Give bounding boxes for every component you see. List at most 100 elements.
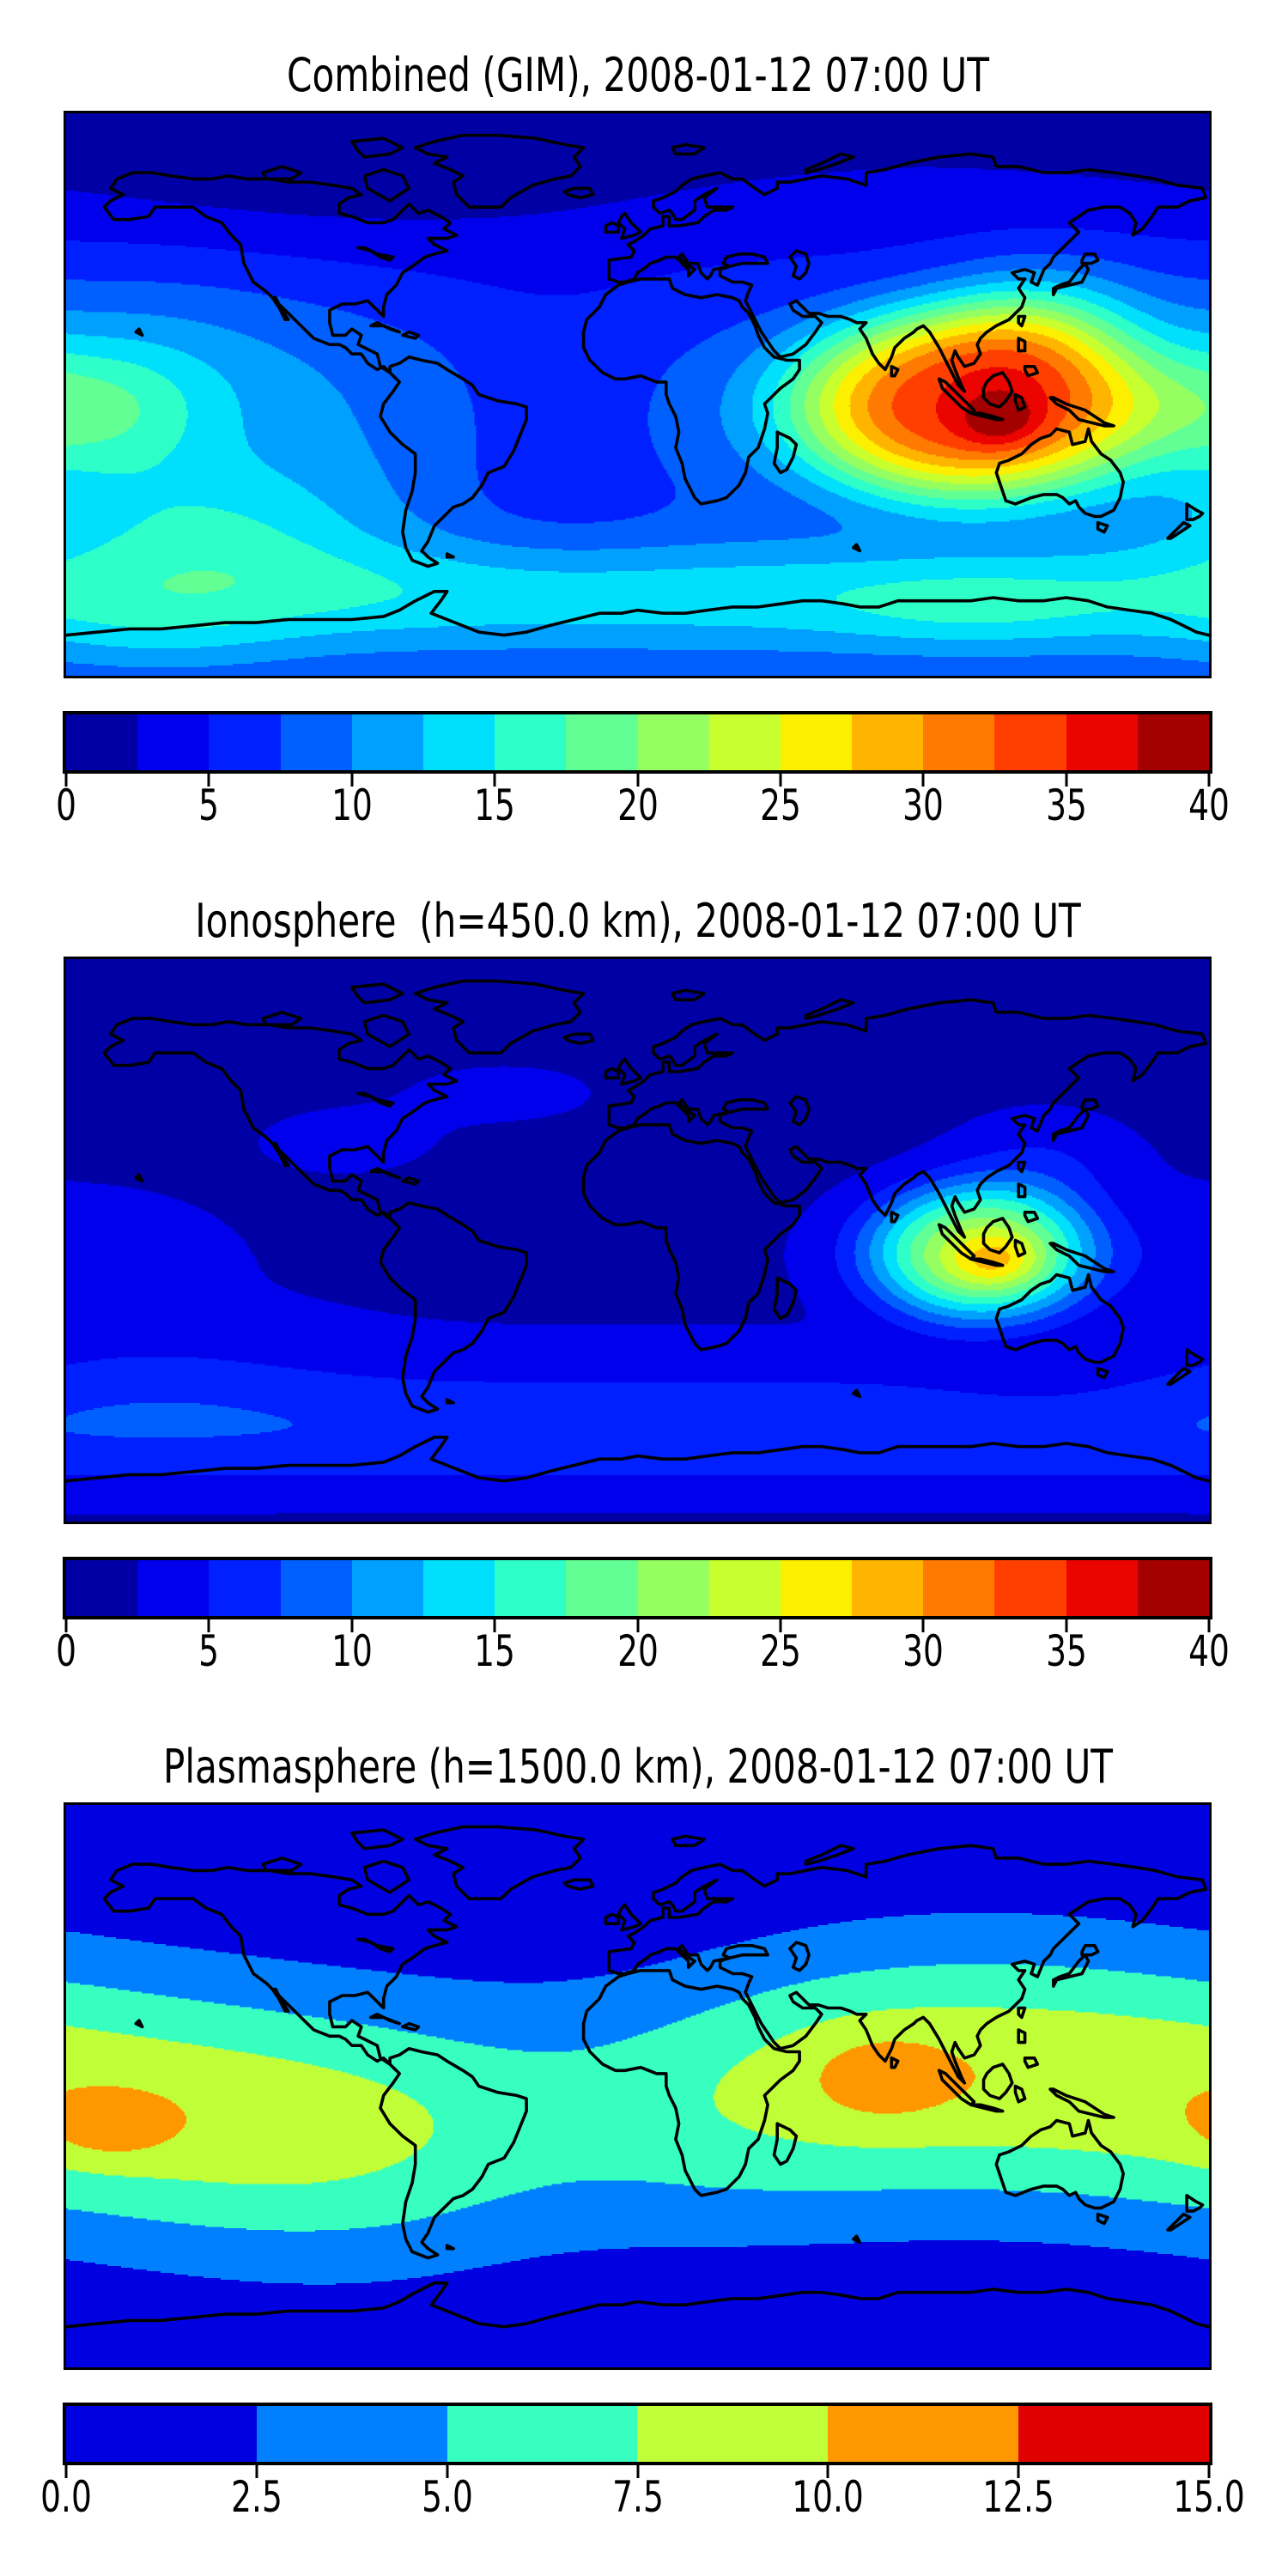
colorbar-tick [493, 774, 496, 787]
colorbar-segment [852, 1560, 924, 1616]
colorbar-tick-label: 0.0 [40, 2472, 92, 2522]
colorbar [63, 1557, 1212, 1619]
colorbar-tick-label: 25 [760, 781, 801, 830]
colorbar-tick-label: 2.5 [231, 2472, 283, 2522]
colorbar-tick-label: 35 [1045, 781, 1087, 830]
colorbar-segment [780, 1560, 853, 1616]
colorbar-tick-label: 20 [617, 1626, 659, 1676]
colorbar-tick [350, 774, 354, 787]
colorbar-segment [447, 2406, 638, 2462]
colorbar-tick-label: 30 [902, 781, 945, 830]
colorbar-segment [422, 714, 495, 770]
colorbar-segment [1066, 714, 1138, 770]
colorbar-tick-label: 0 [56, 781, 76, 830]
colorbar-segment [495, 1560, 567, 1616]
colorbar-segment [566, 1560, 638, 1616]
colorbar-segment [209, 1560, 281, 1616]
colorbar-tick-label: 10 [331, 1626, 373, 1676]
colorbar-tick-label: 15 [474, 1626, 515, 1676]
colorbar-tick [1017, 2465, 1020, 2478]
colorbar-segment [256, 2406, 447, 2462]
colorbar-segment [351, 1560, 423, 1616]
colorbar-tick [1207, 774, 1211, 787]
colorbar-segment [637, 2406, 829, 2462]
colorbar-segment [1018, 2406, 1209, 2462]
colorbar-tick [779, 774, 782, 787]
colorbar-tick [207, 774, 210, 787]
colorbar-segment [780, 714, 853, 770]
colorbar-segment [495, 714, 567, 770]
colorbar-segment [422, 1560, 495, 1616]
colorbar-tick [64, 2465, 68, 2478]
colorbar-segment [828, 2406, 1019, 2462]
coastlines-overlay [66, 1825, 1209, 2329]
colorbar-tick-label: 5.0 [421, 2472, 473, 2522]
colorbar-tick [255, 2465, 258, 2478]
colorbar-segment [852, 714, 924, 770]
colorbar-tick [921, 1619, 925, 1632]
colorbar-tick [1207, 1619, 1211, 1632]
panel-title: Ionosphere (h=450.0 km), 2008-01-12 07:0… [194, 894, 1081, 948]
colorbar-tick-label: 15.0 [1173, 2472, 1245, 2522]
colorbar-tick [493, 1619, 496, 1632]
colorbar-segment [66, 714, 138, 770]
colorbar-tick-label: 40 [1188, 1626, 1230, 1676]
colorbar-tick [636, 1619, 639, 1632]
colorbar-tick [779, 1619, 782, 1632]
colorbar-tick-label: 15 [474, 781, 515, 830]
world-map [64, 111, 1212, 678]
colorbar-tick [446, 2465, 449, 2478]
colorbar-tick-label: 10 [331, 781, 373, 830]
colorbar-tick [350, 1619, 354, 1632]
colorbar-tick [636, 774, 639, 787]
coastlines-overlay [66, 133, 1209, 637]
colorbar-tick-label: 20 [617, 781, 659, 830]
colorbar-segment [280, 714, 352, 770]
coastline-path [66, 133, 1209, 637]
coastline-path [66, 1825, 1209, 2329]
world-map [64, 957, 1212, 1524]
colorbar-tick-label: 5 [198, 1626, 220, 1676]
colorbar-segment [137, 1560, 210, 1616]
colorbar-segment [994, 714, 1066, 770]
colorbar-segment [1137, 714, 1209, 770]
coastline-path [66, 979, 1209, 1483]
colorbar-tick [1065, 774, 1068, 787]
colorbar-tick [1065, 1619, 1068, 1632]
world-map [64, 1802, 1212, 2370]
colorbar-tick-label: 7.5 [611, 2472, 664, 2522]
colorbar-tick [636, 2465, 639, 2478]
colorbar-tick-label: 35 [1045, 1626, 1087, 1676]
colorbar-tick [1207, 2465, 1211, 2478]
colorbar-segment [351, 714, 423, 770]
colorbar-tick-label: 25 [760, 1626, 801, 1676]
colorbar-tick-label: 12.5 [982, 2472, 1054, 2522]
colorbar-tick-label: 30 [902, 1626, 945, 1676]
colorbar-segment [923, 714, 995, 770]
colorbar-tick [64, 774, 68, 787]
colorbar-segment [637, 1560, 709, 1616]
panel-title: Plasmasphere (h=1500.0 km), 2008-01-12 0… [162, 1740, 1113, 1794]
colorbar-tick [826, 2465, 829, 2478]
colorbar-segment [1137, 1560, 1209, 1616]
colorbar-tick [64, 1619, 68, 1632]
colorbar-segment [66, 1560, 138, 1616]
panel-title: Combined (GIM), 2008-01-12 07:00 UT [286, 48, 989, 102]
colorbar-segment [994, 1560, 1066, 1616]
colorbar-segment [637, 714, 709, 770]
colorbar-segment [66, 2406, 257, 2462]
colorbar-segment [209, 714, 281, 770]
colorbar-segment [137, 714, 210, 770]
colorbar-tick-label: 5 [198, 781, 220, 830]
colorbar-tick [921, 774, 925, 787]
colorbar-tick-label: 40 [1188, 781, 1230, 830]
colorbar [63, 2403, 1212, 2465]
colorbar [63, 711, 1212, 774]
colorbar-segment [1066, 1560, 1138, 1616]
coastlines-overlay [66, 979, 1209, 1483]
colorbar-tick [207, 1619, 210, 1632]
colorbar-segment [280, 1560, 352, 1616]
colorbar-tick-label: 10.0 [792, 2472, 865, 2522]
colorbar-segment [923, 1560, 995, 1616]
